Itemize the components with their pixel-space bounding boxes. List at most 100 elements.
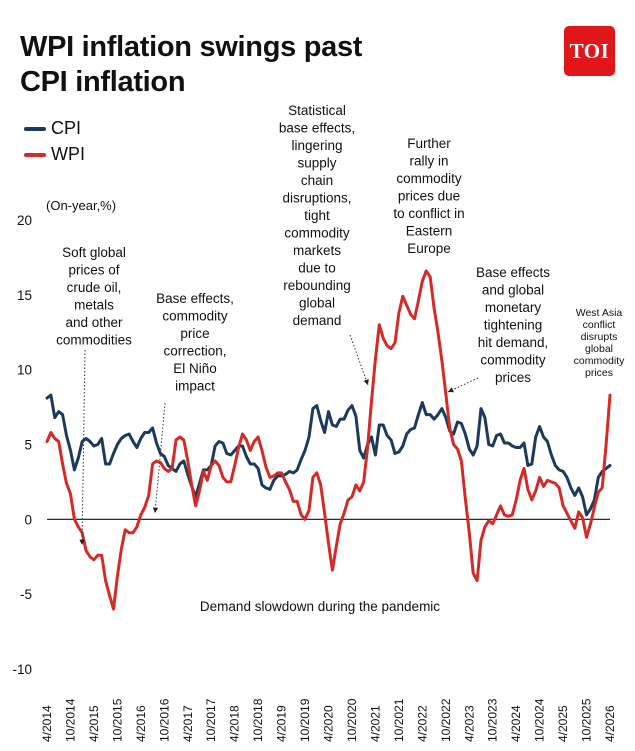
annotation-text: prices due bbox=[398, 189, 460, 204]
annotation-pointer bbox=[81, 349, 86, 546]
x-tick-label: 4/2018 bbox=[228, 705, 242, 742]
annotation-text: base effects, bbox=[279, 121, 355, 136]
annotation-6: West Asiaconflictdisruptsglobalcommodity… bbox=[574, 307, 626, 379]
annotation-arrowhead bbox=[363, 379, 369, 385]
x-tick-label: 4/2022 bbox=[415, 705, 429, 742]
x-tick-label: 10/2021 bbox=[392, 698, 406, 742]
x-tick-label: 10/2019 bbox=[298, 698, 312, 742]
annotation-text: global bbox=[585, 343, 613, 355]
legend-swatch-wpi bbox=[24, 152, 46, 157]
x-tick-label: 4/2023 bbox=[462, 705, 476, 742]
annotation-text: tightening bbox=[484, 318, 543, 333]
annotation-text: Soft global bbox=[62, 245, 126, 260]
annotation-text: monetary bbox=[485, 300, 542, 315]
x-tick-label: 4/2014 bbox=[40, 705, 54, 742]
x-tick-label: 10/2014 bbox=[63, 698, 77, 742]
y-tick-label: 0 bbox=[24, 512, 32, 527]
x-tick-label: 10/2018 bbox=[251, 698, 265, 742]
annotation-text: demand bbox=[293, 313, 342, 328]
x-tick-label: 10/2025 bbox=[580, 698, 594, 742]
annotation-text: hit demand, bbox=[478, 335, 549, 350]
x-tick-label: 4/2019 bbox=[275, 705, 289, 742]
annotation-pointer bbox=[154, 402, 166, 514]
annotation-text: and other bbox=[65, 315, 123, 330]
annotation-text: disruptions, bbox=[282, 191, 351, 206]
x-tick-label: 10/2023 bbox=[486, 698, 500, 742]
annotation-text: Base effects, bbox=[156, 291, 234, 306]
annotation-text: West Asia bbox=[576, 307, 623, 319]
y-unit-label: (On-year,%) bbox=[46, 198, 117, 213]
x-tick-label: 4/2024 bbox=[509, 705, 523, 742]
legend-item-wpi: WPI bbox=[24, 144, 85, 165]
x-tick-label: 10/2017 bbox=[204, 698, 218, 742]
chart-title-line-1: WPI inflation swings past bbox=[20, 31, 363, 63]
x-tick-label: 10/2016 bbox=[157, 698, 171, 742]
annotation-text: commodity bbox=[480, 353, 546, 368]
annotation-text: supply bbox=[297, 156, 336, 171]
annotation-text: tight bbox=[304, 208, 330, 223]
annotation-7: Demand slowdown during the pandemic bbox=[200, 599, 440, 614]
annotation-4: Further rally in commodity prices due to con… bbox=[393, 136, 464, 256]
legend-label-cpi: CPI bbox=[51, 118, 82, 138]
x-tick-label: 4/2016 bbox=[134, 705, 148, 742]
chart-title-line-2: CPI inflation bbox=[20, 66, 186, 98]
y-tick-label: 10 bbox=[17, 363, 32, 378]
x-tick-label: 4/2020 bbox=[322, 705, 336, 742]
y-tick-label: -10 bbox=[12, 662, 32, 677]
annotation-text: Further bbox=[407, 136, 451, 151]
x-tick-label: 10/2022 bbox=[439, 698, 453, 742]
annotation-text: prices of bbox=[68, 263, 119, 278]
legend-item-cpi: CPI bbox=[24, 118, 81, 139]
x-tick-label: 4/2017 bbox=[181, 705, 195, 742]
annotation-3: Statistical base effects, lingering supply c… bbox=[279, 103, 369, 386]
x-tick-label: 10/2024 bbox=[533, 698, 547, 742]
annotation-arrowhead bbox=[79, 539, 85, 545]
annotation-text: conflict bbox=[583, 319, 616, 331]
annotation-text: global bbox=[299, 296, 335, 311]
annotation-text: rally in bbox=[409, 154, 448, 169]
y-tick-label: 20 bbox=[17, 213, 32, 228]
annotation-text: due to bbox=[298, 261, 336, 276]
annotation-text: lingering bbox=[291, 138, 342, 153]
x-tick-label: 4/2021 bbox=[368, 705, 382, 742]
annotation-text: markets bbox=[293, 243, 341, 258]
annotation-text: commodities bbox=[56, 333, 132, 348]
annotation-text: price bbox=[180, 326, 209, 341]
series-line-cpi bbox=[45, 393, 612, 517]
x-tick-label: 10/2020 bbox=[345, 698, 359, 742]
annotation-5: Base effects and global monetary tightening… bbox=[447, 265, 550, 393]
annotation-text: correction, bbox=[163, 344, 226, 359]
annotation-text: Statistical bbox=[288, 103, 346, 118]
annotation-arrowhead bbox=[152, 507, 159, 513]
annotation-text: commodity bbox=[162, 309, 228, 324]
x-tick-label: 4/2026 bbox=[603, 705, 617, 742]
annotation-pointer bbox=[349, 334, 369, 386]
y-tick-label: 5 bbox=[24, 438, 32, 453]
annotation-text: Base effects bbox=[476, 265, 550, 280]
legend-swatch-cpi bbox=[24, 126, 46, 131]
annotation-text: Europe bbox=[407, 241, 451, 256]
annotation-arrowhead bbox=[448, 387, 454, 393]
annotation-text: commodity bbox=[574, 355, 626, 367]
annotation-text: crude oil, bbox=[67, 280, 122, 295]
annotation-text: prices bbox=[495, 370, 531, 385]
x-tick-label: 4/2025 bbox=[556, 705, 570, 742]
annotation-text: metals bbox=[74, 298, 114, 313]
y-tick-label: -5 bbox=[20, 587, 32, 602]
annotation-text: impact bbox=[175, 379, 215, 394]
annotation-2: Base effects, commodity price correction, El… bbox=[152, 291, 234, 514]
annotation-text: commodity bbox=[396, 171, 462, 186]
annotation-text: El Niño bbox=[173, 361, 217, 376]
x-tick-label: 10/2015 bbox=[110, 698, 124, 742]
annotation-text: Eastern bbox=[406, 224, 453, 239]
chart-title: WPI inflation swings past CPI inflation bbox=[20, 30, 490, 100]
annotation-text: Demand slowdown during the pandemic bbox=[200, 599, 440, 614]
toi-logo: TOI bbox=[564, 26, 615, 76]
annotation-text: prices bbox=[585, 367, 613, 379]
series-line-wpi bbox=[45, 269, 612, 611]
annotation-text: to conflict in bbox=[393, 206, 464, 221]
annotation-text: and global bbox=[482, 283, 544, 298]
annotation-text: commodity bbox=[284, 226, 350, 241]
annotation-text: rebounding bbox=[283, 278, 351, 293]
